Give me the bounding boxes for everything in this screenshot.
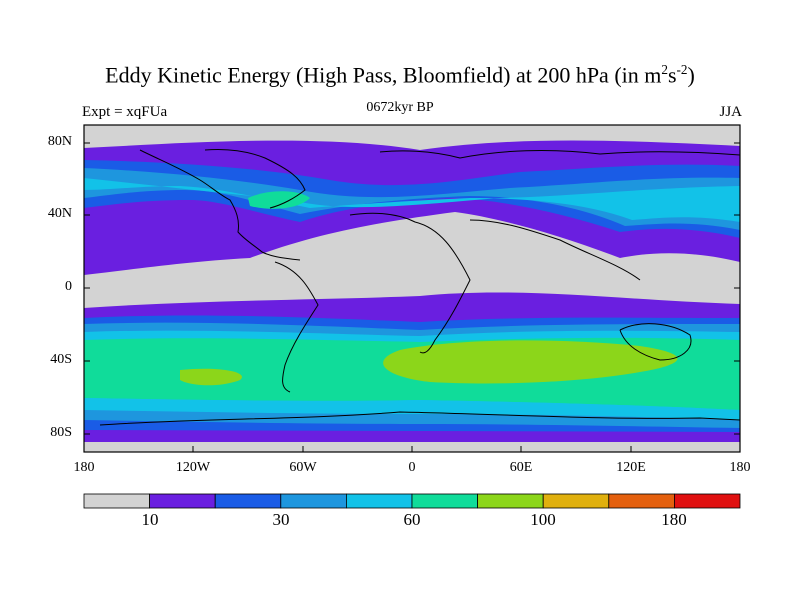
season-label: JJA <box>719 104 742 120</box>
lat-label-eq: 0 <box>65 279 72 294</box>
colorbar-segment-7 <box>542 493 610 509</box>
lon-label-0: 0 <box>408 460 416 475</box>
sh-yellowgreen-core-b <box>180 368 242 386</box>
colorbar-segment-3 <box>280 493 347 509</box>
colorbar-segment-0 <box>83 493 150 509</box>
lon-label-180e: 180 <box>729 460 751 475</box>
lon-label-120w: 120W <box>175 460 211 475</box>
colorbar-label-100: 100 <box>530 510 556 529</box>
colorbar-segment-9 <box>674 493 741 509</box>
chart-title: Eddy Kinetic Energy (High Pass, Bloomfie… <box>105 62 695 88</box>
contour-field <box>84 125 740 452</box>
colorbar-label-180: 180 <box>661 510 687 529</box>
chart-subtitle: 0672kyr BP <box>366 100 434 115</box>
lon-label-120e: 120E <box>616 460 646 475</box>
lon-label-180w: 180 <box>73 460 95 475</box>
colorbar-segment-2 <box>214 493 282 509</box>
lat-label-40n: 40N <box>47 206 72 221</box>
experiment-label: Expt = xqFUa <box>82 104 168 120</box>
lat-label-40s: 40S <box>50 352 72 367</box>
colorbar-label-60: 60 <box>403 510 421 529</box>
colorbar <box>83 493 741 509</box>
colorbar-segment-5 <box>411 493 478 509</box>
lat-label-80s: 80S <box>50 425 72 440</box>
lon-label-60w: 60W <box>289 460 317 475</box>
nh-mid-blue-band <box>84 168 740 230</box>
nh-cyan-band <box>84 178 740 222</box>
sh-yellowgreen-core-a <box>383 340 678 384</box>
colorbar-segment-4 <box>345 493 413 509</box>
colorbar-segment-8 <box>608 493 675 509</box>
lon-label-60e: 60E <box>509 460 533 475</box>
tick-marks <box>84 142 740 452</box>
colorbar-label-30: 30 <box>272 510 290 529</box>
lat-label-80n: 80N <box>47 134 72 149</box>
coastlines <box>99 149 740 426</box>
nh-green-core <box>248 191 310 209</box>
colorbar-segment-6 <box>477 493 544 509</box>
colorbar-segment-1 <box>149 493 216 509</box>
colorbar-label-10: 10 <box>141 510 159 529</box>
